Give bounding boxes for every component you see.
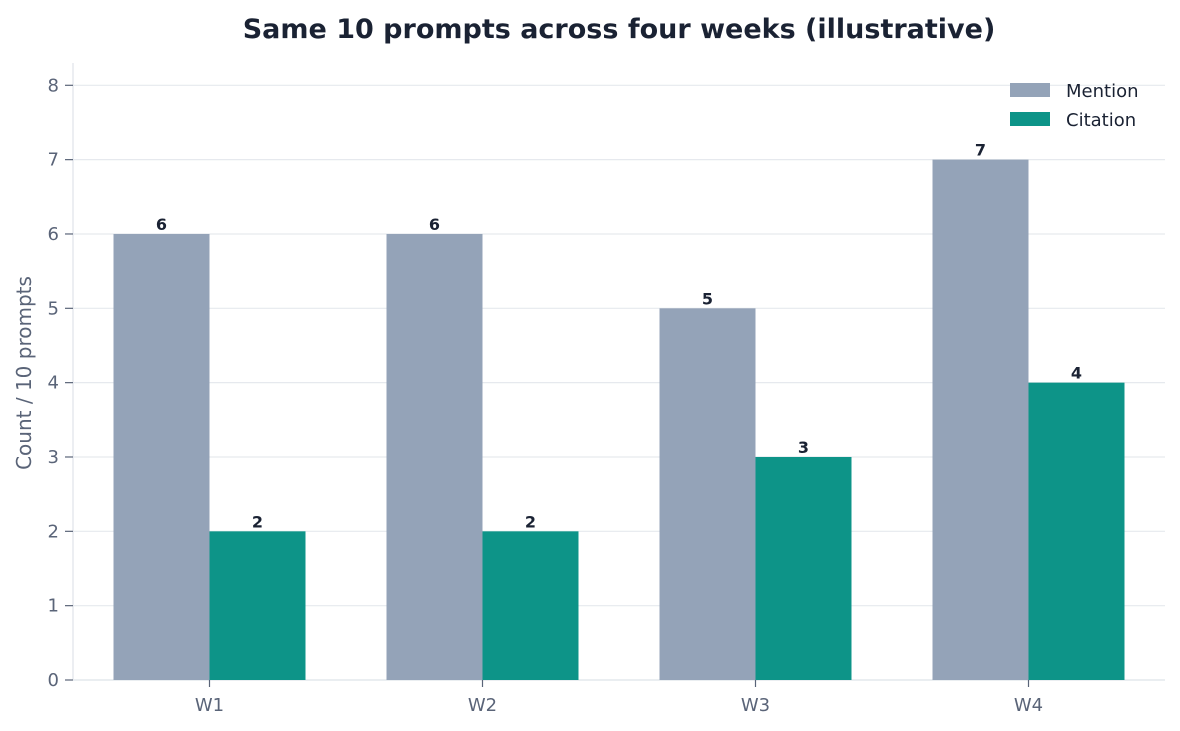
y-tick-label: 5 [48, 298, 59, 319]
y-tick-label: 4 [48, 373, 59, 394]
y-tick-label: 7 [48, 150, 59, 171]
bar-mention-w3 [659, 308, 756, 680]
bar-citation-w4 [1028, 382, 1125, 680]
bar-mention-w4 [932, 159, 1029, 680]
data-labels: 6 2 6 2 5 3 7 4 [156, 141, 1082, 532]
legend-label-mention: Mention [1066, 81, 1139, 102]
y-tick-label: 8 [48, 75, 59, 96]
data-label-citation-w2: 2 [525, 512, 536, 531]
x-ticks: W1 W2 W3 W4 [195, 680, 1043, 716]
data-label-mention-w3: 5 [702, 289, 713, 308]
chart-title: Same 10 prompts across four weeks (illus… [243, 14, 996, 45]
bar-mention-w2 [386, 233, 483, 681]
legend-swatch-mention [1010, 83, 1050, 97]
y-tick-label: 3 [48, 447, 59, 468]
y-tick-label: 0 [48, 670, 59, 691]
y-tick-label: 1 [48, 596, 59, 617]
x-tick-label: W2 [468, 695, 497, 716]
y-tick-label: 2 [48, 521, 59, 542]
data-label-mention-w2: 6 [429, 215, 440, 234]
data-label-mention-w1: 6 [156, 215, 167, 234]
bar-mention-w1 [113, 233, 210, 681]
x-tick-label: W3 [741, 695, 770, 716]
y-axis-label: Count / 10 prompts [12, 276, 36, 470]
bar-citation-w2 [482, 531, 579, 680]
y-ticks: 0 1 2 3 4 5 6 7 8 [48, 75, 73, 691]
legend-swatch-citation [1010, 112, 1050, 126]
data-label-citation-w3: 3 [798, 438, 809, 457]
y-tick-label: 6 [48, 224, 59, 245]
x-tick-label: W4 [1014, 695, 1043, 716]
data-label-citation-w1: 2 [252, 512, 263, 531]
legend-label-citation: Citation [1066, 110, 1136, 131]
bar-citation-w3 [755, 456, 852, 680]
bars [113, 159, 1125, 681]
legend: Mention Citation [1010, 81, 1139, 131]
data-label-mention-w4: 7 [975, 141, 986, 160]
data-label-citation-w4: 4 [1071, 364, 1082, 383]
bar-citation-w1 [209, 531, 306, 680]
x-tick-label: W1 [195, 695, 224, 716]
